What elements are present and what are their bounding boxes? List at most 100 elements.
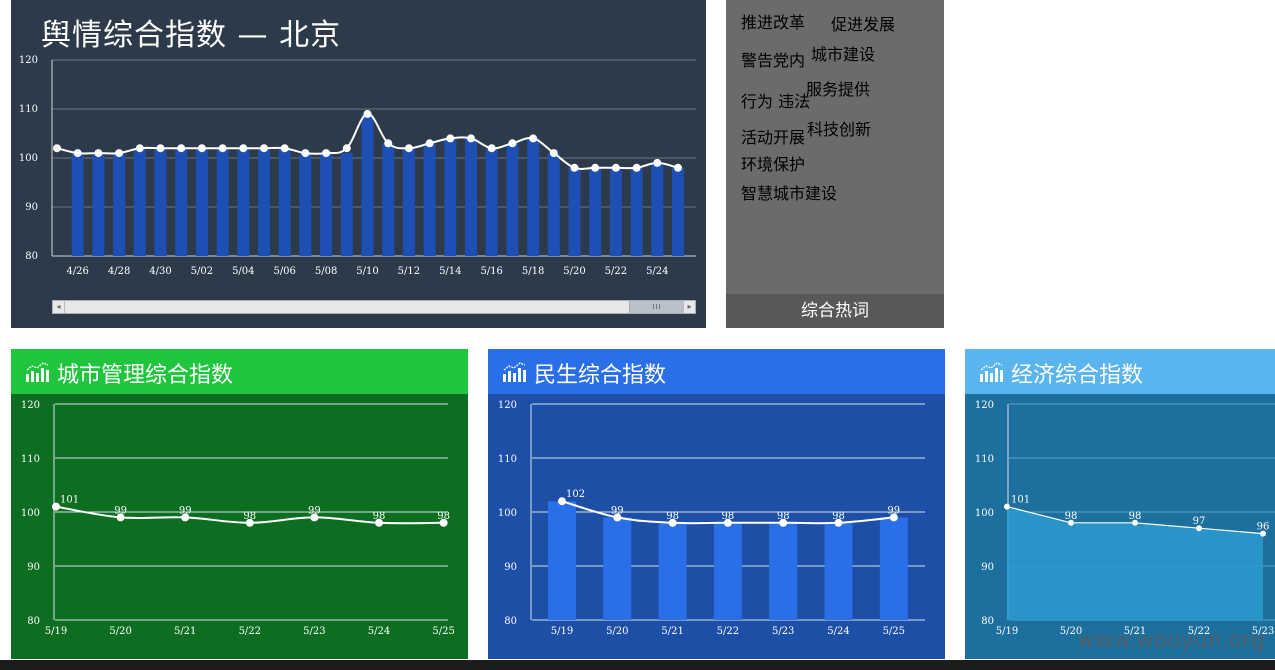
data-label: 98 (1129, 511, 1142, 522)
bar (609, 167, 622, 256)
x-tick-label: 5/23 (303, 626, 325, 637)
data-point (156, 144, 165, 153)
data-label: 101 (1011, 495, 1030, 506)
hot-word[interactable]: 科技创新 (807, 120, 872, 139)
data-point (135, 144, 144, 153)
x-tick-label: 5/22 (605, 266, 627, 277)
data-point (529, 134, 538, 143)
y-tick-label: 100 (498, 508, 517, 519)
data-point (197, 144, 206, 153)
hot-word[interactable]: 环境保护 (741, 155, 806, 174)
x-tick-label: 5/21 (661, 626, 683, 637)
main-chart-title: 舆情综合指数 — 北京 (41, 18, 342, 53)
y-tick-label: 120 (21, 400, 40, 411)
hot-word[interactable]: 智慧城市建设 (741, 184, 838, 203)
bar (320, 153, 333, 256)
economy-chart: 80 90 100 110 120 101 5/19 98 5/20 98 5/21 97 5/22 96… (975, 400, 1275, 637)
bar (133, 148, 146, 256)
chart-stats-icon (503, 362, 526, 382)
data-label: 98 (777, 511, 790, 522)
x-tick-label: 5/21 (174, 626, 196, 637)
data-point (487, 144, 496, 153)
bar (340, 153, 353, 256)
data-point (834, 518, 843, 527)
data-point (363, 109, 372, 118)
hot-word[interactable]: 推进改革 (741, 13, 806, 32)
data-point (549, 149, 558, 158)
panel-title: 经济综合指数 (1011, 363, 1144, 388)
y-tick-label: 120 (975, 400, 994, 411)
data-point (446, 134, 455, 143)
x-tick-label: 5/18 (522, 266, 544, 277)
data-point (674, 163, 682, 172)
y-tick-label: 100 (21, 508, 40, 519)
data-point (239, 144, 248, 153)
data-point (508, 139, 517, 148)
bar (630, 167, 643, 256)
data-label: 98 (666, 511, 679, 522)
main-chart: 80 90 100 110 120 4/26 4/28 4/30 5/02 5/04 5/06 5/0… (19, 55, 696, 277)
bar (92, 153, 105, 256)
y-tick-label: 110 (498, 454, 517, 465)
x-tick-label: 5/25 (883, 626, 905, 637)
x-tick-label: 5/20 (563, 266, 585, 277)
data-point (52, 502, 60, 511)
bar (603, 517, 632, 620)
x-tick-label: 5/02 (191, 266, 213, 277)
bar (216, 148, 229, 256)
x-tick-label: 5/24 (368, 626, 390, 637)
hot-word[interactable]: 促进发展 (831, 15, 896, 34)
bar (237, 148, 250, 256)
scroll-left-button[interactable]: ◂ (53, 301, 65, 313)
x-tick-label: 5/04 (232, 266, 254, 277)
hot-word[interactable]: 活动开展 (741, 128, 806, 147)
hot-word[interactable]: 服务提供 (806, 80, 871, 99)
bar (589, 167, 602, 256)
hot-word[interactable]: 城市建设 (811, 45, 876, 64)
y-tick-label: 100 (975, 508, 994, 519)
bar (113, 153, 126, 256)
city-management-chart: 80 90 100 110 120 101 5/19 99 5/20 99 5/21 98 5/22 99… (21, 400, 455, 637)
y-tick-label: 90 (27, 562, 40, 573)
data-point (467, 134, 475, 143)
scroll-thumb[interactable]: III (629, 301, 685, 313)
data-point (245, 518, 254, 527)
data-label: 101 (60, 495, 79, 506)
data-point (115, 149, 124, 158)
hot-word[interactable]: 行为 违法 (741, 92, 811, 111)
data-point (1004, 503, 1010, 510)
y-tick-label: 110 (21, 454, 40, 465)
hot-words-panel: 推进改革 促进发展 警告党内 城市建设 行为 违法 服务提供 活动开展 科技创新… (726, 0, 944, 328)
data-point (1196, 525, 1202, 532)
panel-title: 城市管理综合指数 (57, 363, 234, 388)
data-point (260, 144, 268, 153)
data-point (94, 149, 103, 158)
bar (402, 148, 415, 256)
x-tick-label: 5/24 (646, 266, 668, 277)
chart-stats-icon (980, 362, 1003, 382)
scroll-right-button[interactable]: ▸ (683, 301, 695, 313)
panel-title: 民生综合指数 (534, 363, 667, 388)
data-label: 99 (611, 505, 624, 516)
bar (154, 148, 167, 256)
x-tick-label: 5/20 (606, 626, 628, 637)
x-tick-label: 5/08 (315, 266, 337, 277)
data-point (310, 513, 319, 522)
data-point (889, 513, 898, 522)
data-label: 98 (1065, 511, 1078, 522)
data-point (1132, 519, 1138, 526)
data-point (611, 163, 620, 172)
data-label: 98 (722, 511, 735, 522)
chart-scrollbar[interactable]: ◂ III ▸ (52, 300, 696, 314)
hot-word[interactable]: 警告党内 (741, 51, 806, 70)
hot-words-footer: 综合热词 (726, 294, 944, 328)
data-label: 98 (437, 511, 450, 522)
data-point (404, 144, 413, 153)
data-label: 99 (179, 505, 192, 516)
bar (299, 153, 312, 256)
data-label: 99 (308, 505, 321, 516)
data-label: 98 (832, 511, 845, 522)
data-label: 98 (243, 511, 256, 522)
y-tick-label: 90 (981, 562, 994, 573)
data-point (375, 518, 383, 527)
